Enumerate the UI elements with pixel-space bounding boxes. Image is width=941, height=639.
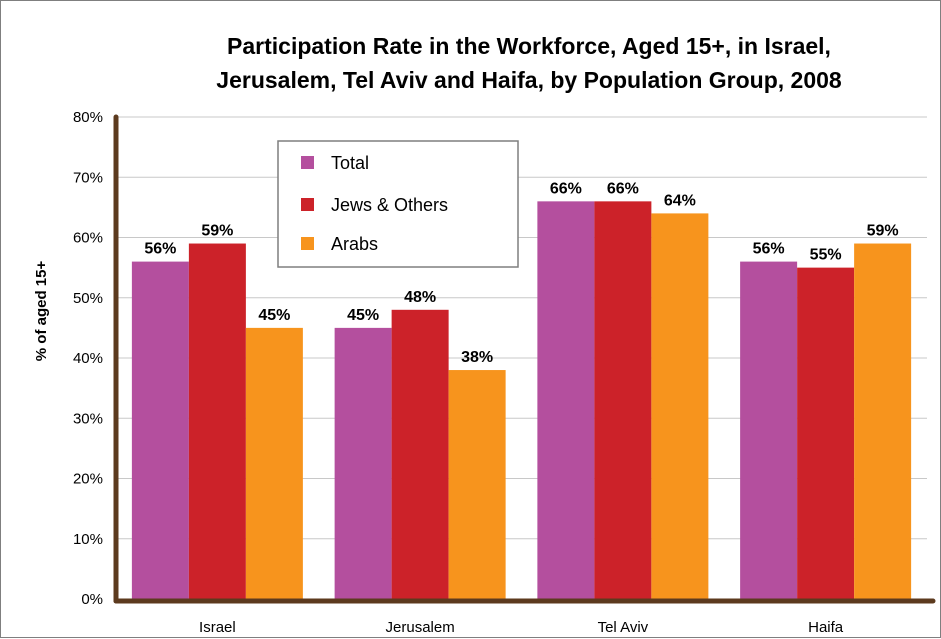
bar: [740, 261, 798, 599]
bar: [131, 261, 189, 599]
y-tick-label: 60%: [73, 230, 103, 247]
data-label: 59%: [867, 223, 899, 240]
y-tick-label: 10%: [73, 531, 103, 548]
legend-swatch: [301, 198, 314, 211]
bar: [537, 201, 595, 599]
bar: [651, 213, 709, 599]
data-label: 56%: [144, 241, 176, 258]
y-tick-label: 70%: [73, 169, 103, 186]
legend-entry: Arabs: [331, 234, 378, 254]
bar: [448, 370, 506, 599]
chart-title-line-1: Participation Rate in the Workforce, Age…: [227, 33, 831, 59]
axes: [113, 114, 936, 604]
x-category-label: Haifa: [808, 619, 844, 636]
data-labels: 56% 59% 45% 45% 48% 38% 66% 66% 64% 56% 55% 59%: [144, 180, 898, 366]
y-axis-label: % of aged 15+: [33, 261, 50, 362]
legend-entry: Jews & Others: [331, 195, 448, 215]
y-tick-label: 0%: [81, 591, 103, 608]
chart-title: Participation Rate in the Workforce, Age…: [216, 33, 842, 93]
legend-swatch: [301, 156, 314, 169]
data-label: 66%: [607, 180, 639, 197]
bar: [334, 327, 392, 599]
data-label: 64%: [664, 192, 696, 209]
legend-entry: Total: [331, 153, 369, 173]
y-tick-label: 20%: [73, 471, 103, 488]
y-axis-ticks: 0% 10% 20% 30% 40% 50% 60% 70% 80%: [73, 109, 103, 608]
legend: Total Jews & Others Arabs: [277, 140, 519, 268]
x-category-label: Israel: [199, 619, 236, 636]
y-tick-label: 30%: [73, 410, 103, 427]
bar: [797, 267, 855, 599]
y-tick-label: 80%: [73, 109, 103, 126]
y-tick-label: 50%: [73, 290, 103, 307]
bar: [594, 201, 652, 599]
data-label: 45%: [347, 307, 379, 324]
bars: [131, 201, 912, 599]
y-tick-label: 40%: [73, 350, 103, 367]
x-axis-categories: Israel Jerusalem Tel Aviv Haifa: [199, 619, 844, 636]
data-label: 55%: [810, 247, 842, 264]
data-label: 56%: [753, 241, 785, 258]
data-label: 59%: [201, 223, 233, 240]
data-label: 45%: [258, 307, 290, 324]
bar: [188, 243, 246, 599]
legend-swatch: [301, 237, 314, 250]
bar: [391, 309, 449, 599]
legend-box: [277, 140, 519, 268]
data-label: 48%: [404, 289, 436, 306]
data-label: 66%: [550, 180, 582, 197]
x-category-label: Jerusalem: [386, 619, 455, 636]
x-category-label: Tel Aviv: [598, 619, 649, 636]
data-label: 38%: [461, 349, 493, 366]
bar: [854, 243, 912, 599]
chart-title-line-2: Jerusalem, Tel Aviv and Haifa, by Popula…: [216, 67, 842, 93]
bar: [245, 327, 303, 599]
